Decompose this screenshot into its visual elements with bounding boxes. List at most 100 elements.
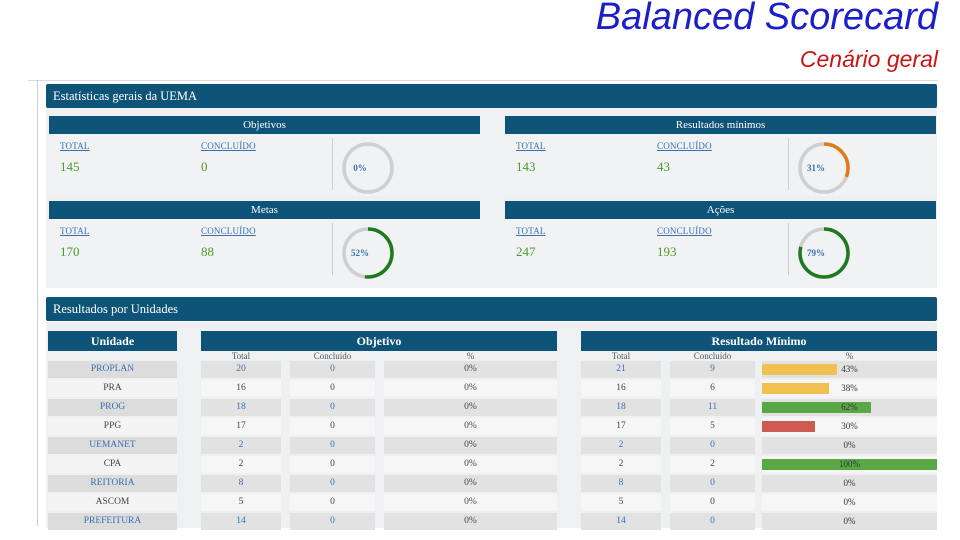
- result-done: 2: [670, 456, 755, 473]
- column-objective: Objetivo: [201, 331, 557, 351]
- objective-total: 2: [201, 456, 281, 473]
- result-pct-bar: [762, 383, 829, 394]
- result-done: 9: [670, 361, 755, 378]
- total-label: TOTAL: [516, 141, 546, 151]
- objective-pct: 0%: [384, 456, 557, 473]
- result-pct-track: [762, 475, 937, 492]
- stat-card-goals: Metas TOTAL 170 CONCLUÍDO 88 52%: [49, 201, 480, 281]
- result-total: 18: [581, 399, 661, 416]
- progress-ring-fill: [798, 142, 850, 194]
- unit-name[interactable]: PROPLAN: [48, 361, 177, 378]
- stats-header: Estatísticas gerais da UEMA: [46, 84, 937, 108]
- subhead-result-done: Concluído: [693, 351, 732, 361]
- unit-name: PRA: [48, 380, 177, 397]
- objective-done: 0: [290, 437, 375, 454]
- column-unit: Unidade: [48, 331, 177, 351]
- done-value: 43: [657, 159, 670, 174]
- total-value: 247: [516, 244, 536, 259]
- slide-subtitle: Cenário geral: [799, 46, 938, 72]
- units-header: Resultados por Unidades: [46, 297, 937, 321]
- result-done: 0: [670, 494, 755, 511]
- result-done: 0: [670, 513, 755, 530]
- result-total: 2: [581, 456, 661, 473]
- objective-total: 18: [201, 399, 281, 416]
- result-pct-bar: [762, 421, 815, 432]
- result-pct-bar: [762, 402, 871, 413]
- result-done: 0: [670, 437, 755, 454]
- unit-name: PPG: [48, 418, 177, 435]
- objective-pct: 0%: [384, 475, 557, 492]
- total-value: 143: [516, 159, 536, 174]
- objective-total: 14: [201, 513, 281, 530]
- result-pct-label: 43%: [841, 364, 858, 374]
- unit-name[interactable]: PROG: [48, 399, 177, 416]
- result-pct-label: 0%: [843, 516, 856, 526]
- card-divider: [788, 223, 789, 275]
- progress-ring-track: [342, 142, 394, 194]
- top-divider: [28, 80, 938, 81]
- unit-name: CPA: [48, 456, 177, 473]
- result-done: 0: [670, 475, 755, 492]
- column-result: Resultado Mínimo: [581, 331, 937, 351]
- result-done: 11: [670, 399, 755, 416]
- objective-total: 17: [201, 418, 281, 435]
- objective-total: 20: [201, 361, 281, 378]
- result-total: 17: [581, 418, 661, 435]
- result-pct-bar: [762, 459, 937, 470]
- result-pct-label: 0%: [843, 440, 856, 450]
- progress-ring: 31%: [798, 142, 850, 194]
- objective-done: 0: [290, 456, 375, 473]
- slide-title: Balanced Scorecard: [595, 0, 938, 38]
- result-total: 5: [581, 494, 661, 511]
- objective-pct: 0%: [384, 437, 557, 454]
- result-total: 2: [581, 437, 661, 454]
- result-pct-label: 38%: [841, 383, 858, 393]
- objective-pct: 0%: [384, 380, 557, 397]
- subhead-result-pct: %: [845, 351, 854, 361]
- result-pct-track: [762, 494, 937, 511]
- objective-done: 0: [290, 513, 375, 530]
- objective-done: 0: [290, 475, 375, 492]
- progress-ring-label: 79%: [807, 248, 825, 258]
- objective-done: 0: [290, 418, 375, 435]
- unit-name[interactable]: REITORIA: [48, 475, 177, 492]
- objective-pct: 0%: [384, 418, 557, 435]
- progress-ring: 0%: [342, 142, 394, 194]
- objective-pct: 0%: [384, 494, 557, 511]
- card-divider: [788, 138, 789, 190]
- objective-pct: 0%: [384, 399, 557, 416]
- done-label: CONCLUÍDO: [201, 226, 256, 236]
- stat-card-title: Objetivos: [49, 116, 480, 134]
- unit-name[interactable]: PREFEITURA: [48, 513, 177, 530]
- result-pct-label: 0%: [843, 478, 856, 488]
- result-pct-label: 0%: [843, 497, 856, 507]
- stat-card-title: Metas: [49, 201, 480, 219]
- progress-ring-label: 31%: [807, 163, 825, 173]
- left-divider: [37, 80, 38, 526]
- result-done: 5: [670, 418, 755, 435]
- subhead-objective-pct: %: [466, 351, 475, 361]
- result-total: 14: [581, 513, 661, 530]
- result-total: 16: [581, 380, 661, 397]
- done-label: CONCLUÍDO: [201, 141, 256, 151]
- objective-pct: 0%: [384, 361, 557, 378]
- stat-card-actions: Ações TOTAL 247 CONCLUÍDO 193 79%: [505, 201, 936, 281]
- done-label: CONCLUÍDO: [657, 141, 712, 151]
- done-value: 88: [201, 244, 214, 259]
- done-value: 0: [201, 159, 208, 174]
- stat-card-objectives: Objetivos TOTAL 145 CONCLUÍDO 0 0%: [49, 116, 480, 196]
- progress-ring: 79%: [798, 227, 850, 279]
- stat-card-min-results: Resultados mínimos TOTAL 143 CONCLUÍDO 4…: [505, 116, 936, 196]
- objective-pct: 0%: [384, 513, 557, 530]
- card-divider: [332, 138, 333, 190]
- objective-total: 16: [201, 380, 281, 397]
- objective-done: 0: [290, 494, 375, 511]
- objective-done: 0: [290, 380, 375, 397]
- unit-name[interactable]: UEMANET: [48, 437, 177, 454]
- objective-done: 0: [290, 399, 375, 416]
- total-value: 145: [60, 159, 80, 174]
- progress-ring-fill: [342, 227, 394, 279]
- total-label: TOTAL: [516, 226, 546, 236]
- objective-total: 2: [201, 437, 281, 454]
- unit-name: ASCOM: [48, 494, 177, 511]
